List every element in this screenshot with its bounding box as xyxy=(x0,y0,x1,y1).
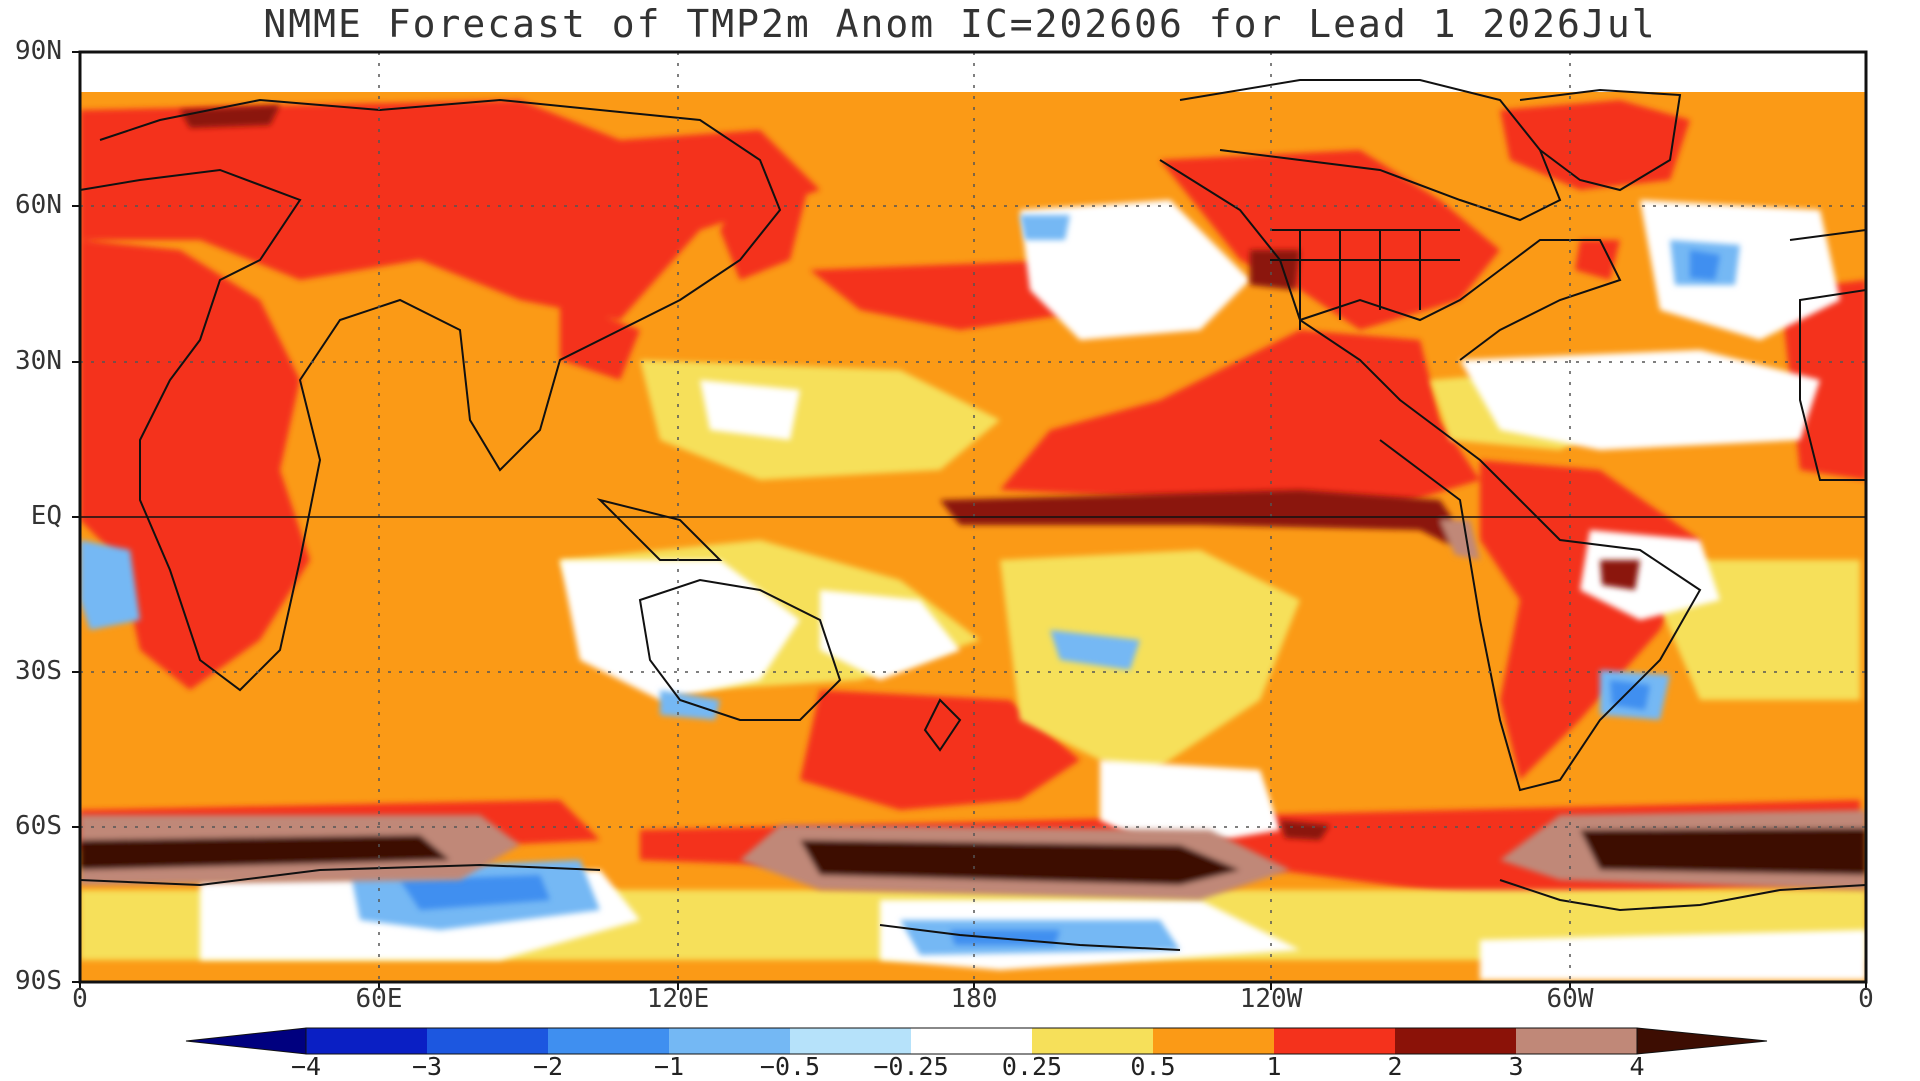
colorbar-segment xyxy=(427,1028,548,1054)
colorbar-segment xyxy=(548,1028,669,1054)
map-title: NMME Forecast of TMP2m Anom IC=202606 fo… xyxy=(263,2,1657,46)
colorbar-segment xyxy=(1274,1028,1395,1054)
colorbar-segment xyxy=(911,1028,1032,1054)
lon-label-120w: 120W xyxy=(1239,984,1303,1014)
colorbar-segment xyxy=(1395,1028,1516,1054)
coastlines xyxy=(80,79,1866,951)
lat-label-60s: 60S xyxy=(15,811,62,841)
colorbar-label: 0.5 xyxy=(1130,1052,1176,1081)
colorbar-label: −0.5 xyxy=(759,1052,821,1081)
colorbar-label: 2 xyxy=(1387,1052,1403,1081)
colorbar-segment xyxy=(1516,1028,1637,1054)
colorbar-label: −1 xyxy=(653,1052,685,1081)
colorbar-label: −2 xyxy=(532,1052,564,1081)
colorbar-segment xyxy=(1153,1028,1274,1054)
colorbar-arrow-low xyxy=(185,1027,307,1055)
lon-label-60e: 60E xyxy=(355,984,403,1014)
anomaly-field xyxy=(80,52,1866,982)
colorbar-segment xyxy=(669,1028,790,1054)
colorbar-segment xyxy=(1032,1028,1153,1054)
lon-label-60w: 60W xyxy=(1546,984,1594,1014)
lon-label-120e: 120E xyxy=(646,984,710,1014)
colorbar-arrow-high xyxy=(1636,1027,1768,1055)
colorbar-outline xyxy=(305,1027,1638,1055)
colorbar-label: 1 xyxy=(1266,1052,1282,1081)
lat-label-90n: 90N xyxy=(15,36,62,66)
arctic-no-data xyxy=(80,52,1866,92)
colorbar-label: −0.25 xyxy=(873,1052,949,1081)
colorbar-label: 4 xyxy=(1629,1052,1645,1081)
colorbar-label: 0.25 xyxy=(1001,1052,1063,1081)
lat-label-60n: 60N xyxy=(15,190,62,220)
lon-label-180: 180 xyxy=(950,984,998,1014)
lat-label-30n: 30N xyxy=(15,346,62,376)
colorbar-label: −3 xyxy=(411,1052,443,1081)
strong-cool-regions xyxy=(400,250,1720,945)
lon-label-0: 0 xyxy=(72,984,88,1014)
lat-label-90s: 90S xyxy=(15,966,62,996)
lon-label-0-east: 0 xyxy=(1858,984,1874,1014)
gridlines xyxy=(80,52,1866,982)
lat-label-30s: 30S xyxy=(15,656,62,686)
equatorial-warm-tongue xyxy=(940,490,1640,590)
axis-ticks xyxy=(72,51,1867,990)
colorbar-segment xyxy=(790,1028,911,1054)
colorbar-segment xyxy=(306,1028,427,1054)
colorbar-label: 3 xyxy=(1508,1052,1524,1081)
colorbar-label: −4 xyxy=(290,1052,322,1081)
lat-label-eq: EQ xyxy=(30,501,62,531)
